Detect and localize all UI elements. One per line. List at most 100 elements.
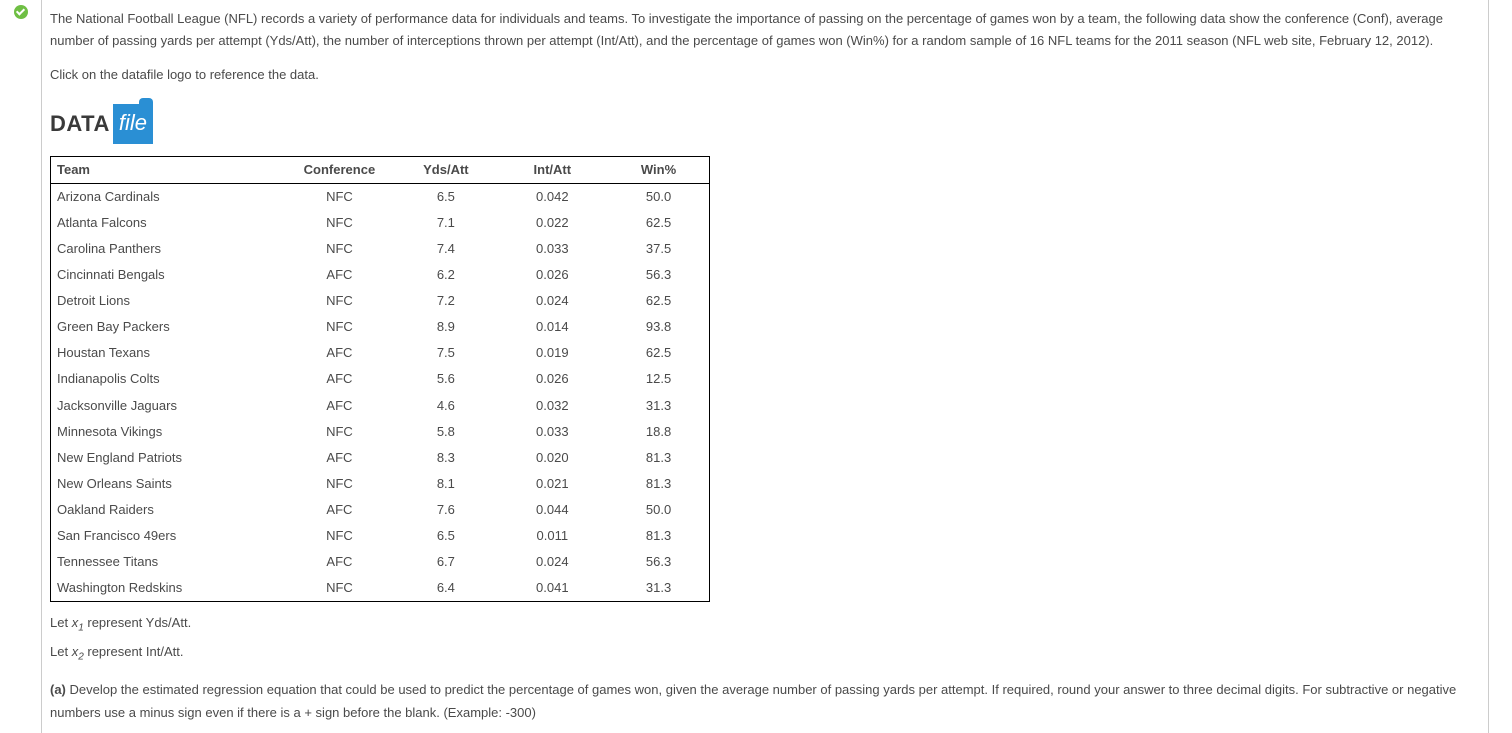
intro-paragraph-2: Click on the datafile logo to reference … (50, 64, 1478, 86)
table-cell: 81.3 (608, 445, 709, 471)
table-cell: NFC (284, 314, 396, 340)
table-cell: New England Patriots (51, 445, 284, 471)
table-cell: Tennessee Titans (51, 549, 284, 575)
intro-paragraph-1: The National Football League (NFL) recor… (50, 8, 1478, 52)
table-cell: NFC (284, 210, 396, 236)
table-cell: NFC (284, 288, 396, 314)
table-cell: 50.0 (608, 183, 709, 210)
table-cell: 62.5 (608, 288, 709, 314)
table-cell: 5.6 (395, 366, 496, 392)
table-cell: 0.024 (497, 288, 609, 314)
table-cell: AFC (284, 549, 396, 575)
table-row: Atlanta FalconsNFC7.10.02262.5 (51, 210, 710, 236)
table-cell: San Francisco 49ers (51, 523, 284, 549)
table-cell: Indianapolis Colts (51, 366, 284, 392)
table-cell: 56.3 (608, 549, 709, 575)
table-cell: 37.5 (608, 236, 709, 262)
table-cell: 6.7 (395, 549, 496, 575)
table-row: Houstan TexansAFC7.50.01962.5 (51, 340, 710, 366)
table-cell: 0.033 (497, 419, 609, 445)
status-check-icon (14, 5, 28, 19)
table-cell: 8.3 (395, 445, 496, 471)
datafile-logo-button[interactable]: DATA file (50, 104, 153, 143)
table-cell: 0.011 (497, 523, 609, 549)
table-cell: 31.3 (608, 575, 709, 602)
table-cell: 8.9 (395, 314, 496, 340)
table-cell: 0.041 (497, 575, 609, 602)
nfl-data-table: TeamConferenceYds/AttInt/AttWin% Arizona… (50, 156, 710, 603)
table-cell: 6.5 (395, 183, 496, 210)
table-row: Tennessee TitansAFC6.70.02456.3 (51, 549, 710, 575)
table-cell: New Orleans Saints (51, 471, 284, 497)
table-cell: 0.021 (497, 471, 609, 497)
left-status-rail (0, 0, 42, 733)
table-cell: 0.019 (497, 340, 609, 366)
table-cell: NFC (284, 575, 396, 602)
part-a-label: (a) (50, 682, 66, 697)
table-row: Carolina PanthersNFC7.40.03337.5 (51, 236, 710, 262)
table-row: New England PatriotsAFC8.30.02081.3 (51, 445, 710, 471)
table-row: Detroit LionsNFC7.20.02462.5 (51, 288, 710, 314)
table-cell: 0.026 (497, 366, 609, 392)
table-row: Green Bay PackersNFC8.90.01493.8 (51, 314, 710, 340)
table-cell: 0.020 (497, 445, 609, 471)
table-cell: 50.0 (608, 497, 709, 523)
table-row: Washington RedskinsNFC6.40.04131.3 (51, 575, 710, 602)
table-row: Jacksonville JaguarsAFC4.60.03231.3 (51, 393, 710, 419)
table-row: Minnesota VikingsNFC5.80.03318.8 (51, 419, 710, 445)
table-cell: 6.5 (395, 523, 496, 549)
table-cell: Carolina Panthers (51, 236, 284, 262)
datafile-text-prefix: DATA (50, 105, 110, 142)
table-cell: Cincinnati Bengals (51, 262, 284, 288)
definition-x1: Let x1 represent Yds/Att. (50, 612, 1478, 637)
datafile-text-file: file (113, 104, 153, 143)
table-cell: 62.5 (608, 340, 709, 366)
table-cell: 0.026 (497, 262, 609, 288)
definition-x2: Let x2 represent Int/Att. (50, 641, 1478, 666)
table-cell: 8.1 (395, 471, 496, 497)
table-cell: NFC (284, 471, 396, 497)
table-cell: 12.5 (608, 366, 709, 392)
table-cell: 31.3 (608, 393, 709, 419)
table-cell: NFC (284, 419, 396, 445)
table-row: Indianapolis ColtsAFC5.60.02612.5 (51, 366, 710, 392)
table-cell: 7.4 (395, 236, 496, 262)
table-cell: 56.3 (608, 262, 709, 288)
table-cell: 0.022 (497, 210, 609, 236)
table-cell: 0.033 (497, 236, 609, 262)
table-header: Team (51, 156, 284, 183)
table-cell: 81.3 (608, 471, 709, 497)
table-cell: 6.2 (395, 262, 496, 288)
table-cell: NFC (284, 183, 396, 210)
table-cell: NFC (284, 523, 396, 549)
part-a-prompt: (a) Develop the estimated regression equ… (50, 679, 1478, 723)
table-cell: 6.4 (395, 575, 496, 602)
table-row: Arizona CardinalsNFC6.50.04250.0 (51, 183, 710, 210)
table-cell: AFC (284, 393, 396, 419)
table-cell: AFC (284, 262, 396, 288)
table-cell: AFC (284, 497, 396, 523)
table-cell: AFC (284, 445, 396, 471)
table-cell: AFC (284, 340, 396, 366)
table-cell: 0.024 (497, 549, 609, 575)
table-cell: 7.5 (395, 340, 496, 366)
table-row: Oakland RaidersAFC7.60.04450.0 (51, 497, 710, 523)
right-rail (1488, 0, 1512, 733)
table-cell: AFC (284, 366, 396, 392)
table-cell: 7.2 (395, 288, 496, 314)
table-cell: 0.042 (497, 183, 609, 210)
table-header: Yds/Att (395, 156, 496, 183)
table-cell: 4.6 (395, 393, 496, 419)
table-header: Conference (284, 156, 396, 183)
table-cell: Washington Redskins (51, 575, 284, 602)
table-row: Cincinnati BengalsAFC6.20.02656.3 (51, 262, 710, 288)
table-cell: 7.6 (395, 497, 496, 523)
table-cell: Detroit Lions (51, 288, 284, 314)
table-cell: Arizona Cardinals (51, 183, 284, 210)
table-cell: 7.1 (395, 210, 496, 236)
table-cell: 93.8 (608, 314, 709, 340)
table-cell: 5.8 (395, 419, 496, 445)
table-cell: Minnesota Vikings (51, 419, 284, 445)
table-cell: 81.3 (608, 523, 709, 549)
table-row: New Orleans SaintsNFC8.10.02181.3 (51, 471, 710, 497)
